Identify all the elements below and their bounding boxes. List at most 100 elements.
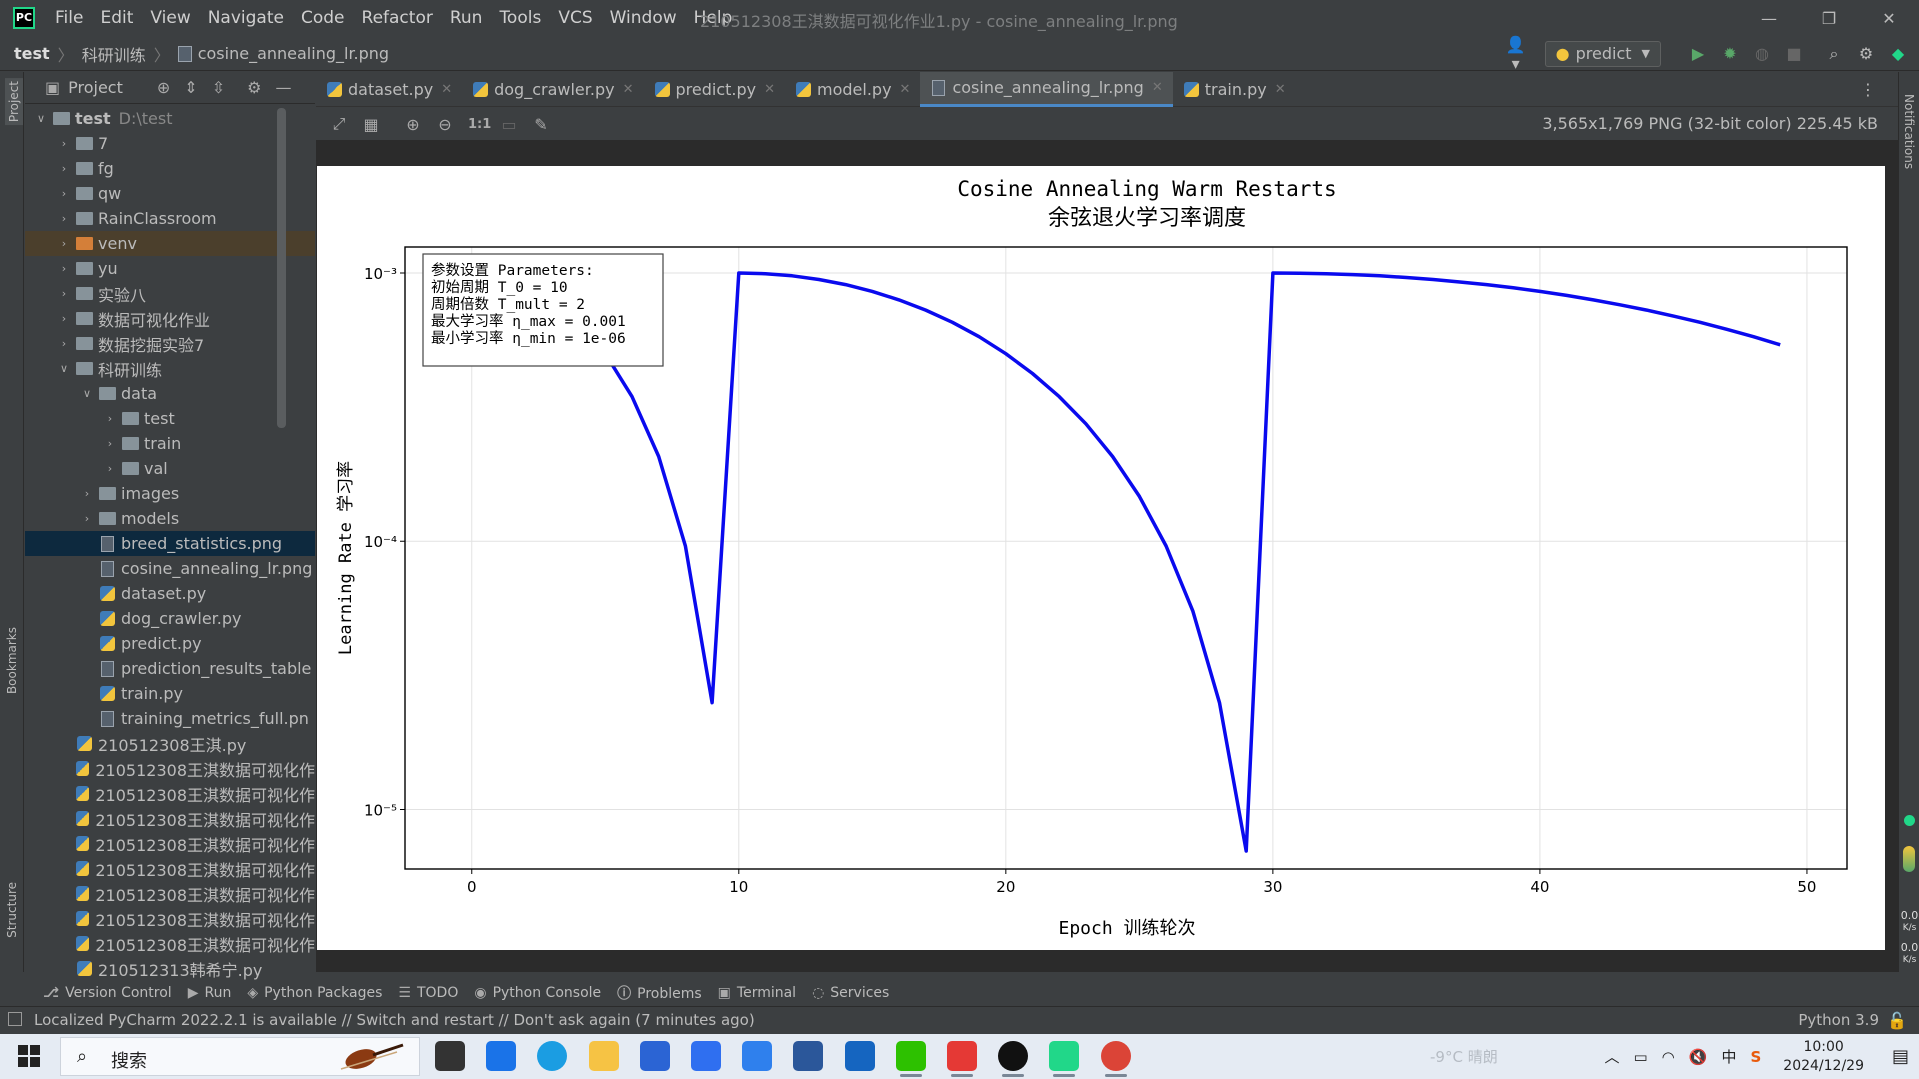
qq-icon[interactable] <box>998 1041 1029 1077</box>
tree-scrollbar[interactable] <box>277 108 286 428</box>
color-picker-icon[interactable]: ✎ <box>534 114 548 134</box>
editor-tab[interactable]: dog_crawler.py ✕ <box>462 72 643 107</box>
chevron-down-icon[interactable]: ∨ <box>36 112 46 125</box>
tencent-meeting-icon[interactable] <box>742 1041 773 1071</box>
chevron-right-icon[interactable]: › <box>84 512 90 525</box>
tree-file[interactable]: breed_statistics.png <box>25 531 315 556</box>
weather-widget[interactable]: -9°C 晴朗 <box>1430 1048 1498 1066</box>
locate-icon[interactable]: ⊕ <box>156 78 171 97</box>
pycharm-icon[interactable] <box>1049 1041 1080 1077</box>
chevron-right-icon[interactable]: › <box>84 487 90 500</box>
wechat-icon[interactable] <box>895 1041 926 1077</box>
settings-icon[interactable]: ⚙ <box>1858 44 1874 63</box>
hide-icon[interactable]: — <box>275 78 292 97</box>
tree-folder[interactable]: › 实验八 <box>25 281 315 306</box>
menu-window[interactable]: Window <box>609 8 677 28</box>
tree-file[interactable]: dataset.py <box>25 581 315 606</box>
tree-folder[interactable]: ∨ data <box>25 381 315 406</box>
breadcrumb-file[interactable]: cosine_annealing_lr.png <box>197 44 390 63</box>
tool-window-python-console[interactable]: ◉ Python Console <box>474 985 601 1001</box>
grid-icon[interactable]: ▦ <box>363 114 379 134</box>
wifi-icon[interactable]: ◠ <box>1661 1047 1675 1066</box>
wps-icon[interactable] <box>947 1041 977 1077</box>
editor-tab[interactable]: train.py ✕ <box>1173 72 1296 107</box>
status-message[interactable]: Localized PyCharm 2022.2.1 is available … <box>34 1011 755 1029</box>
run-icon[interactable]: ▶ <box>1691 44 1705 63</box>
tree-folder[interactable]: › 7 <box>25 131 315 156</box>
tree-file[interactable]: 210512308王淇数据可视化作 <box>25 756 315 781</box>
breadcrumb-project[interactable]: test <box>14 44 50 63</box>
tree-file[interactable]: dog_crawler.py <box>25 606 315 631</box>
tool-window-problems[interactable]: ⓘ Problems <box>617 983 702 1003</box>
close-tab-icon[interactable]: ✕ <box>441 81 453 97</box>
tree-folder[interactable]: › fg <box>25 156 315 181</box>
chevron-right-icon[interactable]: › <box>61 287 67 300</box>
close-tab-icon[interactable]: ✕ <box>1151 80 1163 95</box>
tree-file[interactable]: 210512308王淇数据可视化作 <box>25 831 315 856</box>
tree-folder[interactable]: › images <box>25 481 315 506</box>
tree-folder[interactable]: › venv <box>25 231 315 256</box>
tree-file[interactable]: 210512308王淇数据可视化作 <box>25 781 315 806</box>
task-view-icon[interactable] <box>435 1041 465 1071</box>
tree-file[interactable]: train.py <box>25 681 315 706</box>
notification-center-icon[interactable]: ▤ <box>1891 1046 1909 1067</box>
taskbar-search[interactable]: ⌕ 搜索 <box>60 1037 420 1076</box>
more-tabs-icon[interactable]: ⋮ <box>1860 80 1876 99</box>
tool-window-python-packages[interactable]: ◈ Python Packages <box>247 985 382 1001</box>
tree-file[interactable]: predict.py <box>25 631 315 656</box>
tree-folder[interactable]: › RainClassroom <box>25 206 315 231</box>
chevron-right-icon[interactable]: › <box>61 312 67 325</box>
battery-icon[interactable]: ▭ <box>1633 1047 1648 1066</box>
actual-size-button[interactable]: 1:1 <box>468 116 492 132</box>
menu-tools[interactable]: Tools <box>499 8 542 28</box>
menu-vcs[interactable]: VCS <box>558 8 593 28</box>
debug-icon[interactable]: ✹ <box>1723 44 1737 63</box>
store-icon[interactable] <box>639 1041 670 1071</box>
tree-file[interactable]: 210512308王淇数据可视化作 <box>25 806 315 831</box>
gear-icon[interactable]: ⚙ <box>247 78 262 97</box>
ime-indicator[interactable]: 中 <box>1721 1048 1737 1066</box>
close-tab-icon[interactable]: ✕ <box>764 81 776 97</box>
coverage-icon[interactable]: ◍ <box>1755 44 1769 63</box>
close-tab-icon[interactable]: ✕ <box>1274 81 1286 97</box>
user-icon[interactable]: 👤▾ <box>1505 34 1526 73</box>
sogou-input-icon[interactable]: S <box>1750 1047 1762 1066</box>
tool-window-todo[interactable]: ☰ TODO <box>398 985 458 1001</box>
zoom-out-icon[interactable]: ⊖ <box>438 114 452 134</box>
bookmarks-tool-button[interactable]: Bookmarks <box>5 627 19 695</box>
menu-refactor[interactable]: Refactor <box>361 8 433 28</box>
project-panel-title[interactable]: Project <box>68 78 123 97</box>
background-toggle-icon[interactable]: ▭ <box>501 114 517 134</box>
mail-icon[interactable] <box>486 1041 517 1071</box>
menu-code[interactable]: Code <box>300 8 345 28</box>
collapse-all-icon[interactable]: ⇳ <box>211 78 226 97</box>
search-app-icon[interactable] <box>844 1041 875 1071</box>
tree-file[interactable]: 210512308王淇.py <box>25 731 315 756</box>
tree-file[interactable]: 210512313韩希宁.py <box>25 956 315 981</box>
chevron-right-icon[interactable]: › <box>61 262 67 275</box>
minimize-button[interactable]: — <box>1761 8 1777 28</box>
tree-folder[interactable]: › val <box>25 456 315 481</box>
stop-icon[interactable]: ■ <box>1786 44 1802 63</box>
tool-window-version-control[interactable]: ⎇ Version Control <box>43 985 172 1001</box>
close-tab-icon[interactable]: ✕ <box>899 81 911 97</box>
tree-folder[interactable]: ∨ test D:\test <box>25 106 315 131</box>
tool-window-run[interactable]: ▶ Run <box>188 985 232 1001</box>
notifications-tool-button[interactable]: Notifications <box>1902 94 1916 170</box>
fit-to-window-icon[interactable]: ⤢ <box>332 114 346 133</box>
edge-icon[interactable] <box>537 1041 568 1071</box>
menu-file[interactable]: File <box>55 8 84 28</box>
status-checkbox-icon[interactable] <box>8 1012 22 1026</box>
tree-file[interactable]: 210512308王淇数据可视化作 <box>25 881 315 906</box>
tool-window-services[interactable]: ◌ Services <box>812 985 889 1001</box>
volume-muted-icon[interactable]: 🔇 <box>1688 1047 1708 1066</box>
editor-tab[interactable]: cosine_annealing_lr.png ✕ <box>920 71 1173 107</box>
tree-file[interactable]: 210512308王淇数据可视化作 <box>25 931 315 956</box>
tree-file[interactable]: prediction_results_table <box>25 656 315 681</box>
tree-folder[interactable]: › qw <box>25 181 315 206</box>
project-tool-button[interactable]: Project <box>5 78 23 126</box>
lark-icon[interactable] <box>691 1041 721 1071</box>
maximize-button[interactable]: ❐ <box>1821 8 1837 28</box>
chevron-down-icon[interactable]: ∨ <box>82 387 92 400</box>
chevron-right-icon[interactable]: › <box>61 212 67 225</box>
